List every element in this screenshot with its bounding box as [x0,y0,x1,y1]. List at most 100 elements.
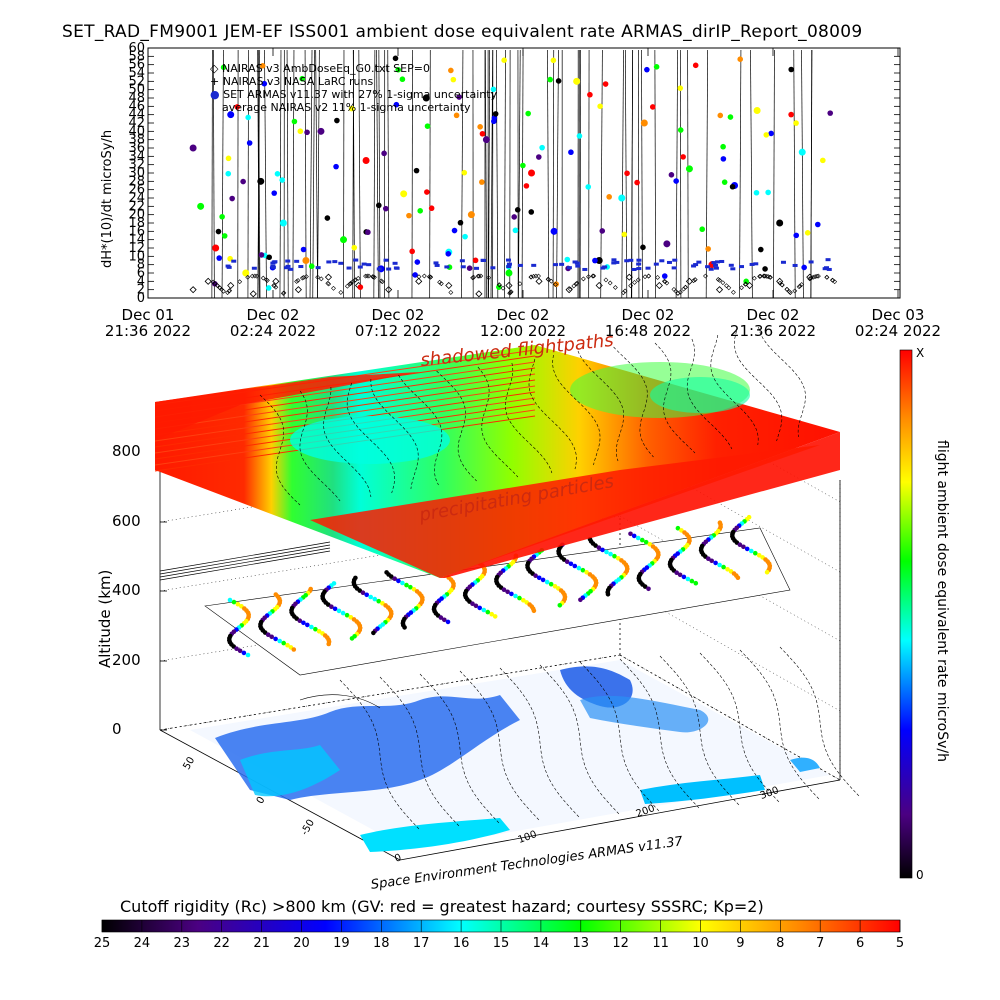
armas-point [663,240,671,248]
armas-baseline-point [749,262,755,266]
armas-baseline-point [713,263,719,267]
armas-point [692,62,699,69]
orbit-track-point [631,533,637,539]
y-tick-label: 30 [128,166,145,181]
plane-track-line [654,342,696,454]
armas-baseline-point [459,259,465,263]
nairas-baseline-point [475,273,481,279]
orbit-track-point [643,539,649,545]
nairas-baseline-point [703,273,708,279]
nairas-baseline-point [210,279,216,285]
y-tick-label: 26 [128,183,145,198]
y-tick-label: 10 [128,249,145,264]
armas-point [555,78,562,84]
nairas-baseline-point [824,274,830,280]
nairas-baseline-point [280,290,286,296]
armas-baseline-point [728,263,734,267]
armas-point [381,150,387,157]
armas-point [393,101,400,108]
armas-point [528,169,536,177]
dose-trace-line [292,49,295,299]
orbit-track-point [605,592,611,597]
armas-point [424,189,430,195]
top-chart-vertical-traces [211,49,813,299]
orbit-track-point [681,574,687,580]
rigidity-tick-label: 20 [293,936,310,951]
nairas-baseline-point [815,273,821,279]
dose-trace-line [221,49,224,299]
plane-track-line [436,370,477,482]
orbit-track-point [438,615,444,620]
armas-point [240,178,246,185]
dose-trace-line [739,49,742,299]
rigidity-tick-label: 24 [133,936,151,951]
x-tick-label: Dec 02 07:12 2022 [350,307,446,339]
rigidity-tick-label: 14 [532,936,550,951]
dose-colorbar [899,349,913,879]
armas-baseline-point [708,267,714,271]
plane-track-line [346,382,395,494]
armas-point [634,179,640,186]
armas-baseline-point [711,261,717,265]
armas-baseline-point [825,258,831,262]
armas-baseline-point [231,259,237,263]
armas-point [814,221,821,228]
armas-baseline-point [739,265,745,269]
armas-point [274,171,281,177]
armas-point [640,244,646,251]
top-chart-y-label: dH*(10)/dt microSy/h [100,129,115,268]
armas-baseline-point [671,266,677,270]
x-tick-label: Dec 02 02:24 2022 [225,307,321,339]
legend-entry: ◇ NAIRAS v3 AmbDoseEq_G0.txt SEP=0 [210,62,430,75]
nairas-baseline-point [318,276,324,282]
armas-point [729,183,736,190]
armas-baseline-point [366,263,372,267]
orbit-track-point [741,544,746,550]
y-tick-label: 0 [137,291,145,306]
armas-baseline-point [272,260,278,264]
orbit-track-point [481,607,487,613]
orbit-track-point [764,569,770,575]
nairas-baseline-point [548,278,554,284]
armas-baseline-point [326,260,332,264]
armas-baseline-point [753,262,759,266]
rigidity-tick-label: 18 [373,936,390,951]
orbit-track-point [297,618,303,623]
nairas-baseline-point [720,280,726,286]
orbit-track-point [521,598,526,603]
armas-point [585,184,592,190]
orbit-track-point [329,604,334,609]
ground-track-line [619,658,701,810]
nairas-baseline-point [792,288,798,294]
armas-point [304,129,310,136]
plane-edge-line [154,373,536,430]
nairas-baseline-point [787,290,793,296]
nairas-baseline-point [683,284,688,290]
armas-point [362,157,370,164]
armas-point [550,227,558,235]
rigidity-tick-label: 7 [816,936,825,951]
nairas-point [776,277,784,285]
armas-baseline-point [531,263,537,267]
orbit-track-point [689,578,695,584]
nairas-baseline-point [254,273,260,279]
x-tick-time: 16:48 2022 [604,322,692,340]
orbit-track-point [706,556,711,561]
radiation-plane [154,345,840,578]
nairas-baseline-point [661,278,667,284]
nairas-baseline-point [264,277,270,283]
nairas-baseline-point [607,280,613,286]
armas-baseline-point [624,259,630,263]
rigidity-tick-label: 13 [572,936,590,951]
armas-point [528,209,535,215]
armas-baseline-point [600,266,606,270]
orbit-track-point [313,626,318,632]
orbit-track-point [640,537,645,543]
armas-baseline-point [288,267,294,271]
orbit-track-point [237,648,243,654]
armas-baseline-point [574,261,580,265]
orbit-track-point [677,572,683,578]
armas-point [400,190,408,198]
orbit-track-point [544,579,550,585]
y-tick-label: 42 [128,116,145,131]
